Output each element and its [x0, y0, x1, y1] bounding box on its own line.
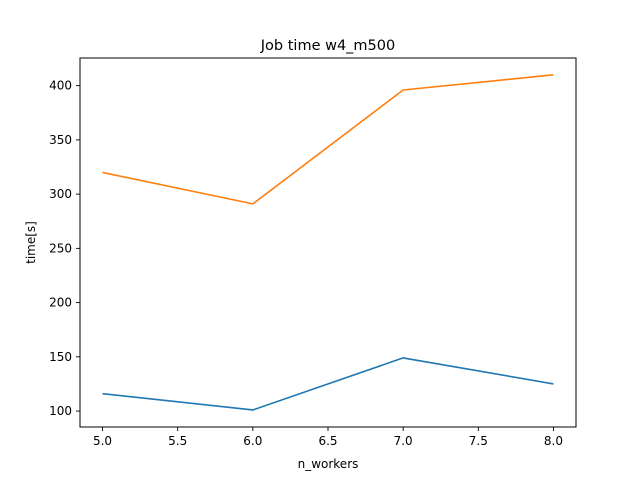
y-tick-label: 150: [49, 350, 72, 364]
x-tick-label: 5.0: [93, 434, 112, 448]
x-tick-label: 6.5: [318, 434, 337, 448]
y-tick-label: 100: [49, 404, 72, 418]
y-axis-ticks: 100 150 200 250 300 350 400: [49, 79, 80, 418]
x-tick-label: 6.0: [243, 434, 262, 448]
chart-title: Job time w4_m500: [260, 38, 395, 54]
y-tick-label: 400: [49, 79, 72, 93]
series-line-1: [102, 357, 554, 411]
x-axis-label: n_workers: [298, 457, 359, 471]
x-tick-label: 5.5: [168, 434, 187, 448]
y-axis-label: time[s]: [24, 221, 38, 264]
y-tick-label: 250: [49, 241, 72, 255]
x-tick-label: 8.0: [544, 434, 563, 448]
x-axis-ticks: 5.0 5.5 6.0 6.5 7.0 7.5 8.0: [93, 427, 563, 448]
x-tick-label: 7.5: [469, 434, 488, 448]
x-tick-label: 7.0: [394, 434, 413, 448]
y-tick-label: 200: [49, 296, 72, 310]
y-tick-label: 300: [49, 187, 72, 201]
y-tick-label: 350: [49, 133, 72, 147]
series-line-2: [102, 74, 554, 205]
series-layer: [102, 74, 554, 411]
